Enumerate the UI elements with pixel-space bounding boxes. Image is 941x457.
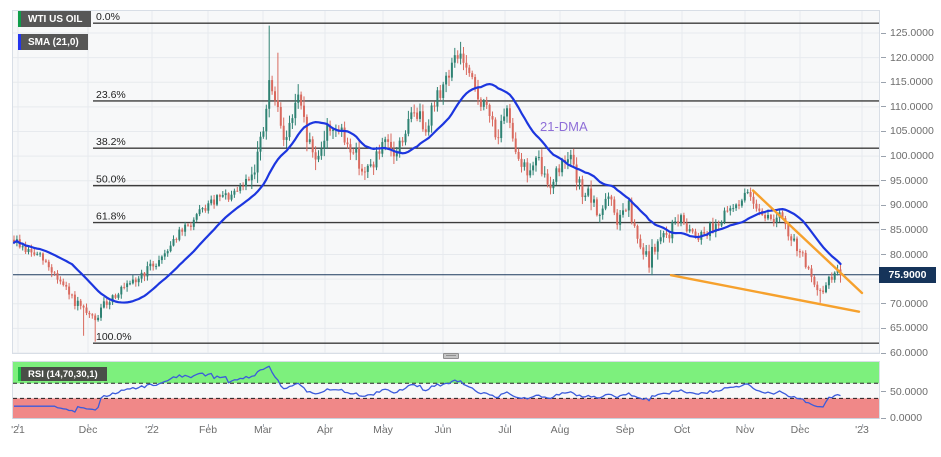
time-tick: Apr bbox=[316, 424, 334, 436]
rsi-color-bar bbox=[18, 367, 21, 381]
time-tick: Dec bbox=[790, 424, 810, 436]
fib-label: 23.6% bbox=[96, 89, 126, 101]
candles-layer bbox=[13, 25, 842, 342]
candlestick-chart: 0.0% 23.6% 38.2% 50.0% 61.8% 100.0% bbox=[13, 11, 879, 353]
time-tick: Dec bbox=[78, 424, 98, 436]
rsi-chart bbox=[13, 362, 879, 418]
price-tick: 70.0000 bbox=[879, 298, 928, 310]
fib-retracement[interactable]: 0.0% 23.6% 38.2% 50.0% 61.8% 100.0% bbox=[93, 11, 879, 344]
dma-annotation: 21-DMA bbox=[540, 119, 588, 134]
rsi-tick: 0.0000 bbox=[879, 412, 922, 424]
time-tick: '22 bbox=[145, 424, 159, 436]
sma-label: SMA (21,0) bbox=[28, 36, 79, 48]
time-tick: Nov bbox=[735, 424, 755, 436]
fib-label: 38.2% bbox=[96, 136, 126, 148]
panel-resize-handle[interactable] bbox=[443, 353, 459, 359]
legend-rsi[interactable]: RSI (14,70,30,1) bbox=[18, 367, 107, 381]
trendlines[interactable] bbox=[669, 189, 864, 313]
price-tick: 60.0000 bbox=[879, 347, 928, 359]
time-tick: '21 bbox=[11, 424, 25, 436]
rsi-label: RSI (14,70,30,1) bbox=[28, 368, 98, 380]
current-price-label: 75.9000 bbox=[879, 266, 936, 283]
symbol-color-bar bbox=[18, 11, 21, 27]
price-tick: 125.0000 bbox=[879, 27, 934, 39]
trend-line[interactable] bbox=[669, 274, 861, 313]
fib-label: 61.8% bbox=[96, 211, 126, 223]
time-tick: '23 bbox=[855, 424, 869, 436]
time-tick: Oct bbox=[673, 424, 691, 436]
price-tick: 100.0000 bbox=[879, 150, 934, 162]
rsi-tick: 50.0000 bbox=[879, 386, 928, 398]
price-axis[interactable]: 125.0000 120.0000 115.0000 110.0000 105.0000… bbox=[879, 11, 941, 359]
rsi-panel[interactable] bbox=[13, 362, 879, 418]
trend-line[interactable] bbox=[751, 189, 864, 295]
price-tick: 115.0000 bbox=[879, 76, 933, 88]
price-tick: 95.0000 bbox=[879, 175, 928, 187]
price-tick: 120.0000 bbox=[879, 52, 934, 64]
fib-label: 0.0% bbox=[96, 11, 120, 23]
price-tick: 80.0000 bbox=[879, 249, 928, 261]
price-tick: 105.0000 bbox=[879, 125, 934, 137]
price-panel[interactable]: 0.0% 23.6% 38.2% 50.0% 61.8% 100.0% 21-DMA bbox=[13, 11, 879, 353]
time-tick: Aug bbox=[550, 424, 570, 436]
grid-layer bbox=[13, 11, 879, 353]
price-tick: 110.0000 bbox=[879, 101, 933, 113]
time-tick: Mar bbox=[253, 424, 273, 436]
time-axis[interactable]: '21 Dec '22 Feb Mar Apr May Jun Jul Aug Sep Oct Nov D… bbox=[11, 418, 879, 441]
time-tick: Feb bbox=[198, 424, 218, 436]
time-tick: Sep bbox=[615, 424, 635, 436]
time-tick: Jul bbox=[498, 424, 512, 436]
price-tick: 90.0000 bbox=[879, 199, 928, 211]
sma-color-bar bbox=[18, 34, 21, 50]
symbol-label: WTI US OIL bbox=[28, 13, 83, 25]
fib-label: 100.0% bbox=[96, 331, 132, 343]
rsi-axis[interactable]: 50.0000 0.0000 bbox=[879, 362, 941, 424]
time-tick: Jun bbox=[434, 424, 452, 436]
rsi-line bbox=[14, 365, 841, 413]
overbought-band bbox=[13, 362, 879, 384]
legend-symbol[interactable]: WTI US OIL bbox=[18, 11, 92, 27]
oversold-band bbox=[13, 398, 879, 418]
legend-sma[interactable]: SMA (21,0) bbox=[18, 34, 88, 50]
price-tick: 85.0000 bbox=[879, 224, 928, 236]
fib-label: 50.0% bbox=[96, 174, 126, 186]
time-tick: May bbox=[373, 424, 393, 436]
sma-line bbox=[13, 82, 842, 304]
price-tick: 65.0000 bbox=[879, 322, 928, 334]
